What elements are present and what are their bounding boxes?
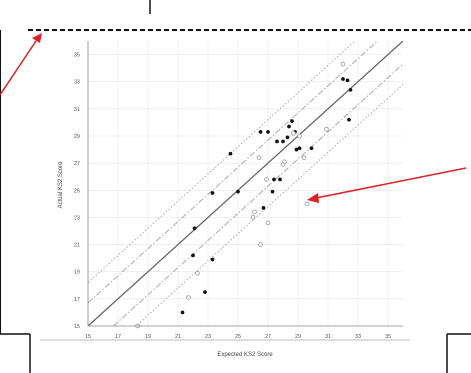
- data-point-series0-3: [203, 290, 207, 294]
- data-point-series1-1: [186, 295, 191, 300]
- data-point-series0-24: [345, 78, 350, 83]
- data-point-series1-14: [304, 201, 310, 207]
- y-tick-label-0: 15: [74, 324, 80, 330]
- y-tick-label-5: 25: [74, 188, 80, 194]
- data-point-series0-5: [210, 191, 215, 195]
- data-point-series0-23: [341, 77, 345, 81]
- grid-lines: [87, 41, 403, 327]
- data-point-series0-17: [287, 124, 291, 129]
- y-tick-label-8: 31: [74, 107, 80, 113]
- data-point-series0-14: [278, 177, 282, 182]
- reference-line-dotted-4: [135, 84, 403, 326]
- y-tick-label-9: 33: [74, 80, 80, 86]
- y-tick-label-4: 23: [74, 215, 80, 221]
- data-point-series0-8: [258, 130, 263, 134]
- data-point-series1-5: [256, 155, 262, 161]
- reference-line-dash-dot-2: [112, 63, 403, 326]
- x-tick-label-8: 31: [325, 334, 331, 340]
- data-point-series0-10: [266, 130, 270, 134]
- reference-line-dotted-3: [88, 41, 356, 283]
- data-point-series0-12: [272, 177, 276, 182]
- reference-line-dash-dot-1: [88, 41, 379, 304]
- y-tick-label-1: 17: [74, 297, 80, 303]
- data-point-series1-13: [301, 155, 307, 161]
- data-point-series0-22: [309, 146, 314, 151]
- y-tick-label-7: 29: [74, 134, 80, 140]
- data-point-series1-6: [258, 242, 263, 247]
- x-tick-label-3: 21: [175, 334, 181, 340]
- data-point-series1-7: [264, 177, 269, 182]
- data-point-series0-11: [270, 189, 275, 194]
- x-tick-label-0: 15: [85, 334, 91, 340]
- x-tick-label-4: 23: [205, 334, 211, 340]
- data-point-series1-16: [340, 61, 346, 67]
- y-axis-ticks: 15 17 19 21 23 25 27 29 31 33 35: [74, 53, 80, 330]
- data-point-series1-3: [250, 215, 256, 220]
- data-point-series0-13: [275, 139, 279, 144]
- y-tick-label-2: 19: [74, 270, 80, 276]
- data-point-series0-26: [348, 87, 353, 92]
- data-point-series1-10: [282, 159, 287, 165]
- y-axis-label: Actual KS2 Score: [58, 161, 64, 209]
- x-axis-label: Expected KS2 Score: [217, 352, 273, 358]
- data-point-series1-4: [252, 209, 257, 215]
- data-points: [135, 61, 353, 329]
- y-tick-label-3: 21: [74, 243, 80, 249]
- data-point-series0-7: [236, 189, 240, 194]
- data-point-series0-0: [180, 310, 185, 315]
- y-tick-label-6: 27: [74, 161, 80, 167]
- data-point-series1-12: [297, 133, 302, 139]
- left-annotation-arrow-shaft: [0, 37, 39, 96]
- right-annotation-arrow-shaft: [315, 167, 467, 199]
- x-tick-label-5: 25: [235, 334, 241, 340]
- data-point-series1-11: [291, 130, 296, 136]
- data-point-series0-21: [297, 146, 302, 151]
- x-tick-label-7: 29: [295, 334, 301, 340]
- data-point-series0-2: [192, 226, 197, 231]
- data-point-series0-16: [285, 135, 290, 140]
- x-tick-label-9: 33: [355, 334, 361, 340]
- data-point-series0-1: [191, 253, 195, 258]
- data-point-series1-2: [195, 270, 200, 276]
- x-tick-label-6: 27: [265, 334, 271, 340]
- x-tick-label-1: 17: [115, 334, 121, 340]
- data-point-series0-9: [261, 206, 266, 210]
- reference-line-solid-0: [88, 41, 403, 326]
- x-tick-label-2: 19: [145, 334, 151, 340]
- data-point-series0-25: [347, 117, 351, 122]
- data-point-series1-8: [265, 220, 271, 226]
- data-point-series1-15: [324, 126, 329, 132]
- data-point-series0-15: [281, 139, 285, 144]
- data-point-series0-4: [210, 257, 215, 262]
- left-annotation-arrowhead: [32, 33, 42, 43]
- reference-lines: [88, 41, 403, 326]
- data-point-series0-18: [290, 119, 294, 123]
- x-tick-label-10: 35: [385, 334, 391, 340]
- data-point-series0-6: [228, 151, 233, 156]
- x-axis-ticks: 15 17 19 21 23 25 27 29 31 33 35: [85, 334, 391, 340]
- y-tick-label-10: 35: [74, 53, 80, 59]
- right-annotation-arrowhead: [307, 193, 319, 203]
